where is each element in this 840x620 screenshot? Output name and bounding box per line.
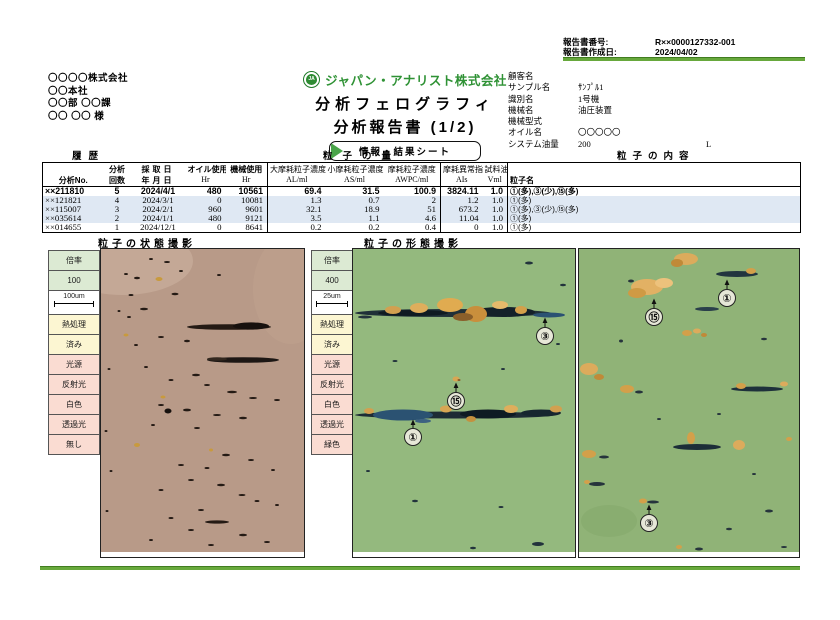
table-row: ××035614 2 2024/1/1 480 9121 3.5 1.1 4.6…	[42, 213, 801, 223]
svg-text:③: ③	[540, 330, 549, 343]
report-meta: 報告書番号: R××0000127332-001 報告書作成日: 2024/04…	[563, 37, 805, 57]
magnification-value: 100	[48, 270, 100, 291]
heat-treatment-label: 熱処理	[48, 314, 100, 335]
transmitted-light-label: 透過光	[48, 414, 100, 435]
scale-bar-line	[54, 300, 94, 307]
table-row: ××014655 1 2024/12/1 0 8641 0.2 0.2 0.4 …	[43, 222, 801, 232]
col-subheader-ais: AIs	[440, 174, 483, 187]
micrograph-morphology-frame-2: ⑮ ① ③	[578, 248, 800, 558]
company-logo-icon: JA	[303, 71, 321, 88]
reflected-light-label: 反射光	[48, 374, 100, 395]
scale-bar: 100um	[48, 290, 100, 315]
recipient-line: 〇〇 〇〇 様	[48, 110, 105, 122]
col-subheader-date: 年月日	[130, 174, 186, 187]
col-subheader-vml: Vml	[482, 174, 508, 187]
info-row-sample: サンプル名 ｻﾝﾌﾟﾙ1	[508, 82, 604, 93]
table-row: ××115007 3 2024/2/1 960 9601 32.1 18.9 5…	[42, 204, 801, 214]
info-row-machine: 機械名 油圧装置	[508, 104, 613, 115]
heat-treatment-label: 熱処理	[311, 314, 353, 335]
transmitted-light-label: 透過光	[311, 414, 353, 435]
scale-bar: 25um	[311, 290, 353, 315]
annotation-particle-3: ③	[536, 317, 554, 345]
report-date-value: 2024/04/02	[655, 47, 698, 57]
micrograph-state-image	[101, 249, 304, 552]
info-row-machine-model: 機械型式	[508, 116, 543, 127]
info-row-oil: オイル名 〇〇〇〇〇	[508, 127, 621, 138]
col-header-as: 小摩耗粒子濃度	[327, 164, 384, 174]
col-header-ais: 摩耗異常指数	[440, 162, 483, 175]
table-row: ××211810 5 2024/4/1 480 10561 69.4 31.5 …	[43, 186, 801, 196]
report-no-value: R××0000127332-001	[655, 37, 736, 47]
annotation-particle-1: ①	[404, 419, 422, 446]
svg-text:①: ①	[408, 431, 417, 444]
col-header-analysis-no: 分析No.	[42, 162, 104, 187]
annotation-particle-15: ⑮	[645, 298, 663, 326]
info-row-customer: 顧客名	[508, 71, 534, 81]
transmitted-light-color: 無し	[48, 434, 100, 455]
reflected-light-color: 白色	[311, 394, 353, 415]
report-title-line2: 分析報告書 (1/2)	[333, 119, 477, 136]
col-subheader-oil-hr: Hr	[185, 174, 226, 187]
reflected-light-color: 白色	[48, 394, 100, 415]
svg-text:③: ③	[644, 517, 653, 530]
col-subheader-awpc-ml: AWPC/ml	[383, 174, 441, 187]
micrograph-morphology-frame-1: ③ ⑮ ①	[352, 248, 576, 558]
micrograph-morphology-image-1: ③ ⑮ ①	[353, 249, 575, 552]
title-block: JA ジャパン・アナリスト株式会社 分析フェログラフィ 分析報告書 (1/2) …	[295, 70, 515, 161]
col-subheader-count: 回数	[103, 174, 131, 187]
col-subheader-machine-hr: Hr	[225, 174, 268, 187]
magnification-label: 倍率	[311, 250, 353, 271]
meta-divider-line	[563, 57, 805, 61]
recipient-address: 〇〇〇〇株式会社 〇〇本社 〇〇部 〇〇課 〇〇 〇〇 様	[48, 73, 128, 123]
recipient-line: 〇〇〇〇株式会社	[48, 73, 129, 84]
scale-bar-line	[316, 300, 348, 307]
light-source-label: 光源	[48, 354, 100, 375]
sample-info-block: 顧客名 サンプル名 ｻﾝﾌﾟﾙ1 識別名 1号機 機械名 油圧装置 機械型式 オ…	[508, 71, 808, 150]
col-header-vml: 試料油量	[484, 164, 508, 174]
section-header-particle-quantity: 粒子の量	[323, 151, 402, 162]
heat-treatment-value: 済み	[311, 334, 353, 355]
footer-divider-line	[40, 566, 800, 570]
logo-droplet-icon: JA	[306, 74, 318, 85]
col-header-oil-hours: オイル使用	[187, 164, 226, 174]
col-header-machine-hours: 機械使用	[230, 164, 263, 174]
svg-text:⑮: ⑮	[649, 310, 660, 324]
svg-text:①: ①	[722, 292, 731, 305]
company-name: ジャパン・アナリスト株式会社	[325, 74, 507, 88]
analysis-history-table: 履歴 粒子の量 粒子の内容 分析No. 分析 採取日 オイル使用 機械使用 大摩…	[42, 150, 801, 233]
light-source-label: 光源	[311, 354, 353, 375]
annotation-particle-3: ③	[640, 504, 658, 532]
micrograph-morphology-image-2: ⑮ ① ③	[579, 249, 799, 552]
report-title-line1: 分析フェログラフィ	[315, 96, 495, 113]
magnification-label: 倍率	[48, 250, 100, 271]
table-row: ××121821 4 2024/3/1 0 10081 1.3 0.7 2 1.…	[42, 195, 801, 205]
left-photo-conditions: 倍率 100 100um 熱処理 済み 光源 反射光 白色 透過光 無し	[48, 250, 100, 455]
micrograph-state-frame	[100, 248, 305, 558]
report-no-label: 報告書番号:	[563, 37, 609, 47]
col-header-al: 大摩耗粒子濃度	[267, 162, 326, 175]
info-row-identifier: 識別名 1号機	[508, 93, 600, 104]
col-header-count: 分析	[109, 164, 125, 174]
section-header-particle-content: 粒子の内容	[617, 151, 695, 162]
right-photo-conditions: 倍率 400 25um 熱処理 済み 光源 反射光 白色 透過光 緑色	[311, 250, 353, 455]
table-section-headers: 履歴 粒子の量 粒子の内容	[42, 150, 800, 162]
heat-treatment-value: 済み	[48, 334, 100, 355]
col-header-awpc: 摩耗粒子濃度	[387, 164, 436, 174]
col-header-particle-name: 粒子名	[507, 162, 801, 187]
col-subheader-al-ml: AL/ml	[267, 174, 326, 187]
report-date-label: 報告書作成日:	[563, 47, 617, 57]
info-row-system-oil-volume: システム油量 200 L	[508, 138, 712, 149]
annotation-particle-15: ⑮	[447, 382, 465, 410]
magnification-value: 400	[311, 270, 353, 291]
sheet-type-badge: 情報・結果シート	[329, 141, 481, 161]
col-header-sample-date: 採取日	[141, 164, 175, 174]
recipient-line: 〇〇部 〇〇課	[48, 98, 112, 109]
svg-text:⑮: ⑮	[451, 394, 462, 408]
transmitted-light-color: 緑色	[311, 434, 353, 455]
reflected-light-label: 反射光	[311, 374, 353, 395]
annotation-particle-1: ①	[718, 279, 736, 307]
section-header-history: 履歴	[72, 151, 106, 162]
recipient-line: 〇〇本社	[48, 85, 89, 97]
col-subheader-as-ml: AS/ml	[325, 174, 384, 187]
